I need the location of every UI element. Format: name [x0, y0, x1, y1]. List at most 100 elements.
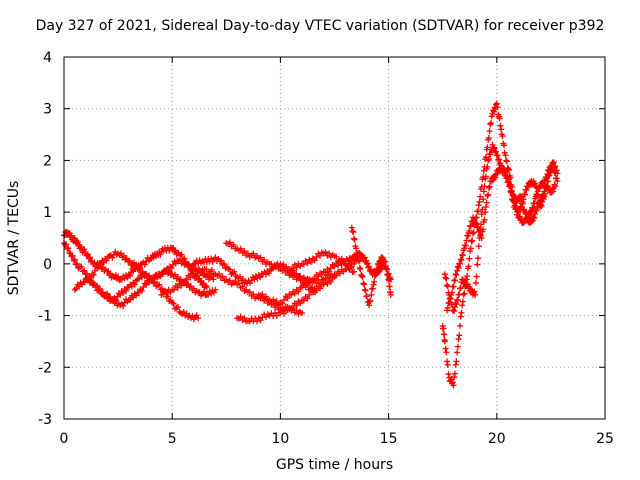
- data-point-track-11: [362, 287, 369, 294]
- data-point-track-15: [455, 264, 462, 271]
- data-point-track-12: [364, 260, 371, 267]
- data-point-track-14: [550, 159, 557, 166]
- data-point-track-15: [485, 191, 492, 198]
- data-point-track-11: [363, 293, 370, 300]
- data-point-track-15: [452, 271, 459, 278]
- data-point-track-13: [454, 349, 461, 356]
- data-point-track-10: [311, 257, 318, 264]
- data-point-track-5: [226, 277, 233, 284]
- data-point-track-14: [491, 144, 498, 151]
- data-point-track-11: [357, 266, 364, 273]
- data-point-track-1: [127, 272, 134, 279]
- data-point-track-13: [452, 361, 459, 368]
- data-point-track-14: [479, 206, 486, 213]
- data-point-track-9: [270, 296, 277, 303]
- data-point-track-2: [68, 253, 75, 260]
- data-point-track-2: [174, 304, 181, 311]
- data-point-track-13: [494, 104, 501, 111]
- data-point-track-15: [486, 183, 493, 190]
- grid-lines: [64, 57, 605, 419]
- data-point-track-11: [353, 245, 360, 252]
- data-point-track-14: [481, 183, 488, 190]
- data-point-track-8: [297, 300, 304, 307]
- data-point-track-13: [449, 379, 456, 386]
- data-point-track-13: [456, 332, 463, 339]
- data-point-track-11: [366, 302, 373, 309]
- data-point-track-14: [450, 307, 457, 314]
- data-point-track-5: [178, 282, 185, 289]
- data-point-track-12: [366, 263, 373, 270]
- data-point-track-13: [499, 133, 506, 140]
- data-point-track-7: [261, 257, 268, 264]
- data-point-track-8: [327, 278, 334, 285]
- data-point-track-13: [455, 336, 462, 343]
- data-point-track-13: [528, 209, 535, 216]
- data-point-track-6: [222, 265, 229, 272]
- data-point-track-10: [348, 264, 355, 271]
- data-point-track-14: [554, 170, 561, 177]
- data-point-track-12: [385, 277, 392, 284]
- y-tick-label: 1: [43, 205, 52, 221]
- data-point-track-2: [173, 304, 180, 311]
- data-point-track-15: [449, 289, 456, 296]
- data-point-track-14: [456, 291, 463, 298]
- data-point-track-15: [507, 182, 514, 189]
- data-point-track-3: [71, 286, 78, 293]
- data-point-track-2: [156, 281, 163, 288]
- data-point-track-8: [317, 285, 324, 292]
- data-point-track-11: [371, 278, 378, 285]
- data-point-track-14: [546, 172, 553, 179]
- data-point-track-13: [458, 309, 465, 316]
- data-point-track-5: [239, 283, 246, 290]
- data-point-track-11: [350, 235, 357, 242]
- data-point-track-1: [81, 246, 88, 253]
- data-point-track-2: [81, 267, 88, 274]
- data-point-track-4: [120, 302, 127, 309]
- data-point-track-10: [322, 249, 329, 256]
- data-point-track-14: [444, 283, 451, 290]
- data-point-track-2: [138, 274, 145, 281]
- data-point-track-13: [496, 115, 503, 122]
- data-point-track-14: [472, 279, 479, 286]
- data-point-track-2: [71, 256, 78, 263]
- data-point-track-14: [495, 156, 502, 163]
- data-point-track-15: [481, 216, 488, 223]
- data-point-track-3: [210, 276, 217, 283]
- data-point-track-13: [441, 338, 448, 345]
- data-point-track-1: [203, 284, 210, 291]
- data-point-track-1: [178, 251, 185, 258]
- data-point-track-9: [318, 271, 325, 278]
- data-point-track-15: [474, 224, 481, 231]
- data-point-track-4: [208, 290, 215, 297]
- data-point-track-6: [265, 270, 272, 277]
- data-point-track-5: [216, 271, 223, 278]
- data-point-track-8: [324, 280, 331, 287]
- data-point-track-13: [443, 349, 450, 356]
- data-point-track-13: [498, 126, 505, 133]
- data-point-track-1: [157, 251, 164, 258]
- data-point-track-15: [533, 208, 540, 215]
- data-point-track-5: [250, 291, 257, 298]
- data-point-track-1: [141, 261, 148, 268]
- data-point-track-2: [65, 245, 72, 252]
- data-point-track-9: [291, 290, 298, 297]
- data-point-track-11: [359, 273, 366, 280]
- data-point-track-14: [475, 255, 482, 262]
- data-point-track-15: [519, 200, 526, 207]
- data-point-track-13: [459, 298, 466, 305]
- data-point-track-13: [502, 152, 509, 159]
- data-point-track-13: [451, 370, 458, 377]
- data-point-track-11: [358, 272, 365, 279]
- data-point-track-12: [384, 272, 391, 279]
- data-point-track-11: [369, 285, 376, 292]
- data-point-track-2: [69, 252, 76, 259]
- data-point-track-14: [547, 168, 554, 175]
- data-point-track-9: [315, 273, 322, 280]
- data-point-track-14: [495, 156, 502, 163]
- data-point-track-6: [257, 274, 264, 281]
- data-point-track-11: [349, 228, 356, 235]
- data-point-track-14: [485, 156, 492, 163]
- data-point-track-13: [441, 331, 448, 338]
- data-point-track-8: [293, 302, 300, 309]
- data-point-track-2: [136, 275, 143, 282]
